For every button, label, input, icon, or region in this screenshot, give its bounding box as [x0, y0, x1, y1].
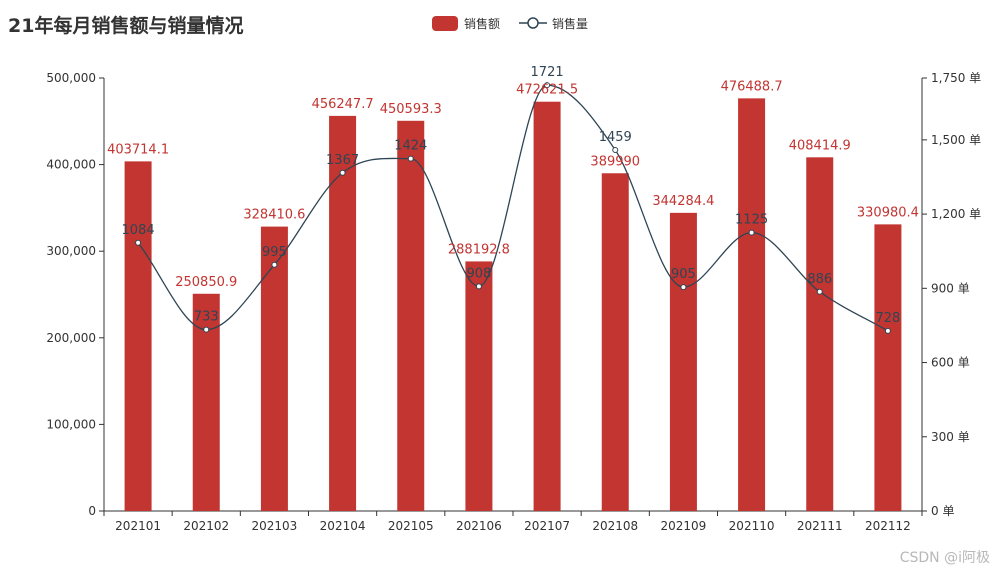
- line-point: [748, 229, 755, 236]
- left-axis-tick-label: 200,000: [46, 331, 96, 345]
- line-point: [544, 82, 551, 89]
- bar: [806, 157, 834, 512]
- bar-value-label: 450593.3: [380, 102, 442, 117]
- line-value-label: 728: [876, 311, 901, 326]
- left-axis-tick-label: 100,000: [46, 417, 96, 431]
- left-axis-tick-label: 0: [88, 504, 96, 518]
- data-labels: 403714.1 250850.9 328410.6 456247.7 450593.3…: [107, 65, 919, 326]
- bar: [465, 261, 493, 511]
- bar-value-label: 403714.1: [107, 142, 169, 157]
- bar: [738, 98, 766, 512]
- left-axis-tick-label: 400,000: [46, 158, 96, 172]
- line-value-label: 908: [467, 266, 492, 281]
- right-axis-tick-label: 1,200 单: [931, 207, 981, 221]
- legend-label-line: 销售量: [552, 16, 588, 31]
- x-axis-tick-label: 202109: [661, 519, 707, 533]
- line-value-label: 1721: [531, 65, 564, 80]
- x-axis-tick-label: 202106: [456, 519, 502, 533]
- bar: [601, 173, 629, 511]
- bar-value-label: 330980.4: [857, 205, 919, 220]
- line-value-label: 1084: [122, 223, 155, 238]
- axes: 0 100,000 200,000 300,000 400,000 500,000 0 单 3…: [46, 71, 981, 533]
- x-axis-tick-label: 202110: [729, 519, 775, 533]
- x-axis-tick-label: 202102: [183, 519, 229, 533]
- right-axis-tick-label: 1,750 单: [931, 71, 981, 85]
- x-axis-tick-label: 202103: [252, 519, 298, 533]
- right-axis-tick-label: 900 单: [931, 281, 970, 295]
- sales-volume-line: [137, 84, 889, 332]
- right-axis-tick-label: 300 单: [931, 430, 970, 444]
- bar: [874, 224, 902, 511]
- line-value-label: 733: [194, 310, 219, 325]
- x-axis-tick-label: 202101: [115, 519, 161, 533]
- right-axis-tick-label: 600 单: [931, 356, 970, 370]
- line-value-label: 995: [262, 245, 287, 260]
- line-point: [203, 326, 210, 333]
- bar-value-label: 250850.9: [175, 275, 237, 290]
- bar-value-label: 389990: [590, 154, 640, 169]
- bar: [260, 226, 288, 511]
- legend-swatch-marker: [527, 17, 539, 29]
- left-axis-tick-label: 500,000: [46, 71, 96, 85]
- bar: [397, 120, 425, 512]
- x-axis-tick-label: 202107: [524, 519, 570, 533]
- x-axis-tick-label: 202111: [797, 519, 843, 533]
- bar: [124, 161, 152, 511]
- left-axis-tick-label: 300,000: [46, 244, 96, 258]
- right-axis-tick-label: 0 单: [931, 504, 954, 518]
- line-point: [680, 284, 687, 291]
- legend-label-bar: 销售额: [464, 16, 500, 31]
- line-value-label: 1125: [735, 213, 768, 228]
- line-value-label: 1459: [599, 130, 632, 145]
- line-point: [407, 155, 414, 162]
- line-series: [135, 82, 891, 334]
- line-point: [612, 147, 619, 154]
- watermark-text: CSDN @i阿极: [900, 550, 990, 566]
- line-point: [884, 327, 891, 334]
- bar-value-label: 456247.7: [312, 97, 374, 112]
- right-axis-tick-label: 1,500 单: [931, 133, 981, 147]
- x-axis-tick-label: 202112: [865, 519, 911, 533]
- bar-value-label: 408414.9: [789, 138, 851, 153]
- x-axis-tick-label: 202105: [388, 519, 434, 533]
- line-point: [816, 288, 823, 295]
- x-axis-tick-label: 202108: [592, 519, 638, 533]
- bar-value-label: 472621.5: [516, 83, 578, 98]
- bar-value-label: 328410.6: [243, 208, 305, 223]
- line-value-label: 905: [671, 267, 696, 282]
- bar-series: [124, 98, 902, 512]
- line-value-label: 886: [807, 272, 832, 287]
- bar-value-label: 288192.8: [448, 242, 510, 257]
- line-value-label: 1424: [394, 139, 427, 154]
- x-axis-tick-label: 202104: [320, 519, 366, 533]
- line-point: [271, 261, 278, 268]
- line-point: [339, 169, 346, 176]
- bar-value-label: 476488.7: [721, 79, 783, 94]
- bar-value-label: 344284.4: [652, 194, 714, 209]
- bar: [669, 212, 697, 511]
- line-point: [475, 283, 482, 290]
- bar: [533, 101, 561, 511]
- line-value-label: 1367: [326, 153, 359, 168]
- chart-title: 21年每月销售额与销量情况: [8, 14, 243, 37]
- line-point: [135, 239, 142, 246]
- legend-swatch-bar: [432, 16, 458, 31]
- legend[interactable]: 销售额 销售量: [432, 16, 588, 31]
